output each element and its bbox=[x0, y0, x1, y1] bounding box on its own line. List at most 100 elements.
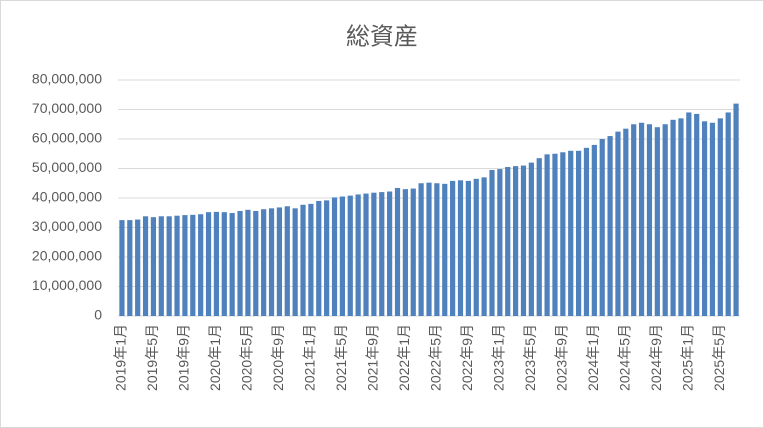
bar bbox=[670, 119, 676, 316]
bar bbox=[253, 210, 259, 316]
bar bbox=[505, 167, 511, 316]
bar bbox=[394, 187, 401, 316]
bar bbox=[410, 188, 416, 316]
bar bbox=[733, 103, 739, 316]
bar bbox=[591, 144, 597, 316]
x-tick-label: 2021年1月 bbox=[302, 324, 318, 391]
x-tick-label: 2021年5月 bbox=[333, 324, 349, 391]
bar bbox=[599, 139, 605, 316]
y-tick-label: 10,000,000 bbox=[32, 277, 102, 293]
bar bbox=[331, 197, 338, 316]
bar bbox=[268, 208, 275, 316]
bar bbox=[686, 112, 692, 316]
bar bbox=[127, 220, 133, 316]
x-tick-label: 2020年5月 bbox=[239, 324, 255, 391]
bar bbox=[662, 124, 668, 316]
x-tick-label: 2024年1月 bbox=[585, 324, 601, 391]
x-tick-label: 2024年5月 bbox=[617, 324, 633, 391]
bar bbox=[473, 178, 479, 316]
bar bbox=[205, 212, 212, 316]
y-tick-label: 40,000,000 bbox=[32, 189, 102, 205]
x-tick-label: 2019年1月 bbox=[113, 324, 129, 391]
bar bbox=[418, 183, 424, 316]
bar bbox=[190, 214, 196, 316]
bar bbox=[292, 208, 298, 316]
bar bbox=[717, 118, 723, 316]
bar bbox=[552, 153, 558, 316]
bar bbox=[308, 203, 314, 316]
bar bbox=[694, 113, 700, 316]
bar bbox=[465, 180, 471, 316]
bar bbox=[450, 180, 456, 316]
x-tick-label: 2024年9月 bbox=[648, 324, 664, 391]
bar bbox=[481, 177, 487, 316]
bar bbox=[213, 211, 220, 316]
bar bbox=[646, 124, 653, 316]
bar bbox=[678, 118, 684, 316]
bar bbox=[520, 165, 527, 316]
bar bbox=[166, 216, 172, 316]
bar bbox=[631, 124, 637, 316]
bar bbox=[497, 169, 503, 316]
bar bbox=[261, 209, 267, 316]
bar bbox=[623, 128, 629, 316]
bar bbox=[568, 150, 574, 316]
bar bbox=[174, 215, 180, 316]
bar bbox=[119, 220, 125, 316]
bar bbox=[158, 216, 164, 316]
bar bbox=[347, 195, 353, 316]
y-tick-label: 20,000,000 bbox=[32, 248, 102, 264]
bar bbox=[575, 150, 582, 316]
bar bbox=[284, 206, 290, 316]
bar bbox=[339, 196, 345, 316]
bar bbox=[544, 154, 550, 316]
bar bbox=[355, 194, 361, 316]
bar bbox=[324, 200, 330, 316]
bar bbox=[237, 210, 243, 316]
bar bbox=[536, 158, 542, 316]
bar bbox=[442, 183, 448, 316]
bar bbox=[150, 217, 157, 316]
bar bbox=[245, 209, 251, 316]
bar bbox=[402, 189, 408, 316]
bar bbox=[276, 207, 283, 316]
x-tick-label: 2019年9月 bbox=[176, 324, 192, 391]
y-tick-label: 80,000,000 bbox=[32, 71, 102, 87]
x-tick-label: 2025年5月 bbox=[711, 324, 727, 391]
chart-title: 総資産 bbox=[346, 23, 418, 50]
bar bbox=[371, 192, 377, 316]
x-tick-label: 2023年1月 bbox=[491, 324, 507, 391]
bar bbox=[316, 200, 322, 316]
bar bbox=[654, 127, 660, 316]
bar bbox=[513, 166, 519, 316]
bar bbox=[725, 112, 731, 316]
x-tick-label: 2022年1月 bbox=[396, 324, 412, 391]
x-tick-label: 2020年1月 bbox=[207, 324, 223, 391]
bar bbox=[426, 182, 432, 316]
bar bbox=[198, 214, 204, 316]
x-tick-label: 2019年5月 bbox=[144, 324, 160, 391]
bar bbox=[363, 193, 369, 316]
bar bbox=[489, 169, 495, 316]
x-tick-label: 2022年9月 bbox=[459, 324, 475, 391]
bar bbox=[615, 131, 621, 316]
bar bbox=[457, 180, 464, 316]
x-tick-label: 2021年9月 bbox=[365, 324, 381, 391]
bar bbox=[638, 122, 645, 317]
bar bbox=[709, 122, 716, 317]
bar bbox=[135, 219, 141, 316]
bar bbox=[607, 136, 613, 316]
bar bbox=[142, 216, 149, 316]
bar bbox=[221, 212, 227, 316]
x-tick-label: 2022年5月 bbox=[428, 324, 444, 391]
y-tick-label: 50,000,000 bbox=[32, 159, 102, 175]
bar bbox=[528, 162, 534, 316]
bar bbox=[300, 204, 306, 316]
bar bbox=[182, 215, 188, 316]
x-tick-label: 2025年1月 bbox=[680, 324, 696, 391]
y-tick-label: 60,000,000 bbox=[32, 130, 102, 146]
x-tick-label: 2023年9月 bbox=[554, 324, 570, 391]
bar bbox=[379, 192, 385, 316]
bar bbox=[387, 191, 393, 316]
